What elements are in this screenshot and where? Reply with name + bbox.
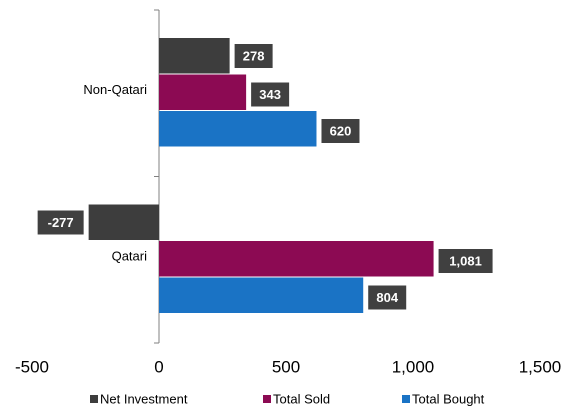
data-label: 804 [376, 290, 398, 305]
legend-swatch [90, 395, 98, 403]
bar [159, 74, 247, 110]
x-tick-label: 500 [272, 357, 300, 376]
bar [159, 38, 230, 74]
data-label: 278 [243, 48, 265, 63]
data-label-box [234, 44, 273, 68]
category-label: Non-Qatari [83, 82, 147, 97]
bar [159, 241, 434, 277]
legend-swatch [263, 395, 271, 403]
x-tick-label: 1,500 [519, 357, 562, 376]
bar [88, 204, 159, 240]
legend-label: Net Investment [100, 391, 188, 406]
category-label: Qatari [112, 249, 148, 264]
data-label-box [368, 285, 407, 310]
data-label: 620 [330, 123, 352, 138]
data-label-box [321, 119, 360, 143]
data-label: 1,081 [449, 253, 482, 268]
x-tick-label: -500 [15, 357, 49, 376]
legend-swatch [402, 395, 410, 403]
data-label-box [438, 249, 493, 273]
x-tick-label: 1,000 [392, 357, 435, 376]
data-label-box [37, 210, 84, 235]
bar [159, 277, 364, 313]
x-tick-label: 0 [154, 357, 163, 376]
data-label-box [251, 82, 290, 107]
legend-label: Total Sold [273, 391, 330, 406]
data-label: 343 [259, 87, 281, 102]
bar [159, 111, 317, 147]
data-label: -277 [48, 215, 74, 230]
legend-label: Total Bought [412, 391, 485, 406]
